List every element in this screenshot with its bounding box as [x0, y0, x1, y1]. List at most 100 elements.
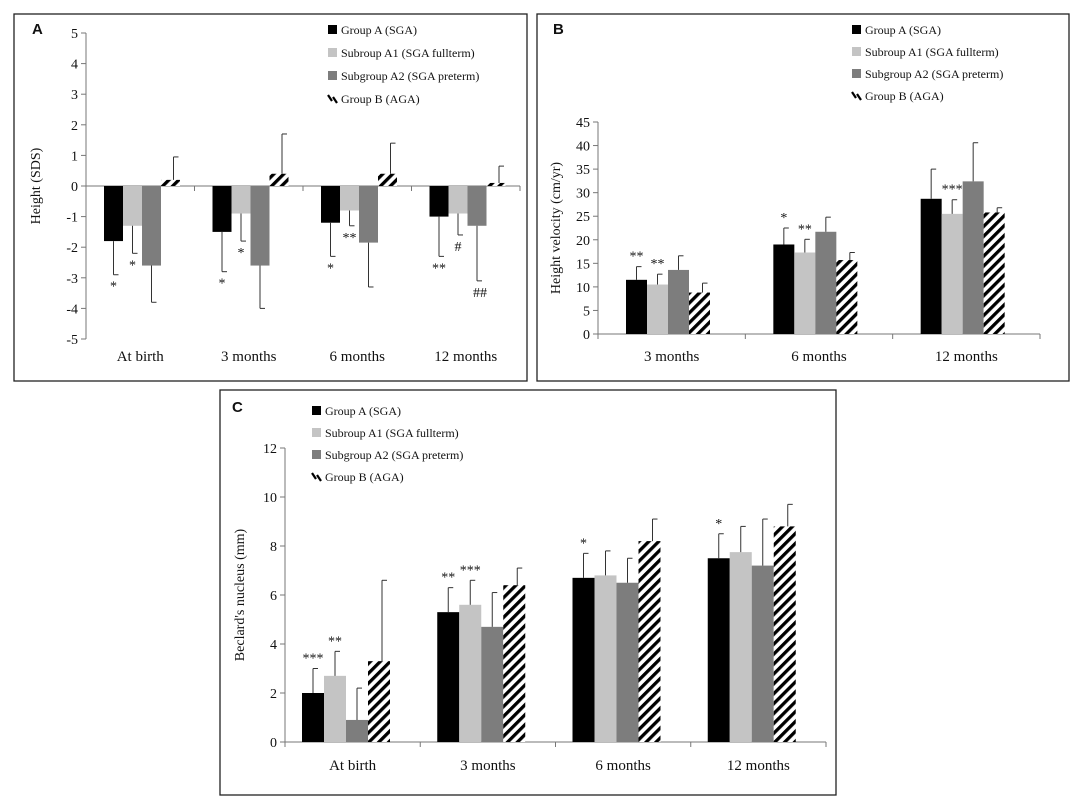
- panel-b-bar-a1-2: [941, 213, 963, 334]
- panel-a-bar-b-1: [269, 173, 289, 186]
- panel-a-annotation: **: [432, 261, 446, 276]
- panel-c-bar-a1-2: [594, 575, 617, 742]
- panel-b-bar-a-1: [773, 244, 795, 334]
- panel-b-bar-a-2: [920, 198, 942, 334]
- panel-a-bar-a1-3: [448, 186, 468, 214]
- panel-c-bar-a2-1: [481, 626, 504, 742]
- panel-b-bar-b-1: [836, 260, 858, 334]
- panel-b-y-tick-label: 35: [576, 163, 590, 178]
- panel-a-y-axis-label: Height (SDS): [29, 147, 44, 224]
- panel-c-legend-swatch-b: [311, 472, 317, 480]
- panel-c-legend-label-a2: Subgroup A2 (SGA preterm): [325, 448, 463, 462]
- panel-b-category-label: 6 months: [791, 349, 847, 365]
- panel-a-bar-b-0: [161, 179, 180, 186]
- panel-c-bar-a-2: [572, 577, 595, 742]
- panel-b-legend-swatch-a2: [852, 69, 861, 78]
- panel-c-legend-swatch-b-2: [316, 474, 322, 482]
- panel-a-y-tick-label: -5: [66, 333, 78, 348]
- panel-c-bar-b-0: [368, 661, 390, 742]
- panel-b-bar-a2-2: [962, 181, 984, 334]
- panel-a-y-tick-label: 0: [71, 180, 78, 195]
- panel-a-y-tick-label: 2: [71, 119, 78, 134]
- panel-c-legend-swatch-a1: [312, 428, 321, 437]
- panel-b-legend-swatch-a1: [852, 47, 861, 56]
- panel-c-category-label: At birth: [329, 758, 377, 774]
- panel-a-annotation: *: [238, 246, 245, 261]
- panel-a-annotation: *: [327, 261, 334, 276]
- panel-a-bar-b-2: [378, 173, 397, 186]
- panel-b: B 0 5 10 15 20 25 30 35 40 45 Height velocity (cm/…: [536, 13, 1070, 382]
- panel-a-bar-a2-0: [142, 186, 161, 266]
- panel-c-category-label: 3 months: [460, 758, 516, 774]
- panel-b-legend-label-a2: Subgroup A2 (SGA preterm): [865, 67, 1003, 81]
- panel-b-bar-a1-0: [647, 284, 668, 334]
- panel-b-bar-b-0: [689, 292, 710, 334]
- panel-c-bar-a-1: [437, 612, 460, 742]
- panel-a-bar-a-1: [212, 186, 232, 232]
- panel-a-annotation: ##: [473, 286, 487, 301]
- panel-c-y-tick-label: 8: [270, 540, 277, 555]
- panel-a-bar-b-3: [486, 182, 506, 186]
- panel-c-y-tick-label: 12: [263, 442, 277, 457]
- panel-a-bar-a1-1: [231, 186, 251, 214]
- panel-b-legend-label-a: Group A (SGA): [865, 23, 941, 37]
- panel-b-y-tick-label: 40: [576, 140, 590, 155]
- panel-b-bar-a1-1: [794, 252, 816, 334]
- panel-b-bar-b-2: [983, 212, 1005, 334]
- panel-c-bar-a-0: [302, 693, 324, 742]
- panel-b-annotation: **: [651, 257, 665, 272]
- panel-c-annotation: *: [715, 517, 722, 532]
- panel-a-annotation: #: [455, 240, 462, 255]
- panel-c-y-tick-label: 4: [270, 638, 277, 653]
- panel-a-legend-swatch-b-2: [332, 96, 338, 104]
- panel-b-bar-a-0: [626, 279, 647, 334]
- panel-b-legend-swatch-b-2: [856, 93, 862, 101]
- panel-c-bar-a2-3: [751, 565, 774, 742]
- panel-c-bar-b-3: [773, 526, 796, 742]
- panel-c-legend-swatch-a: [312, 406, 321, 415]
- panel-a-annotation: **: [343, 231, 357, 246]
- panel-a-letter: A: [32, 21, 43, 38]
- panel-b-category-label: 12 months: [935, 349, 998, 365]
- panel-c-annotation: **: [328, 634, 342, 649]
- panel-b-bar-a2-0: [668, 269, 689, 334]
- panel-c-bar-a2-2: [616, 582, 639, 742]
- panel-a-legend-swatch-a2: [328, 71, 337, 80]
- panel-b-bar-a2-1: [815, 231, 837, 334]
- panel-a-legend-label-a: Group A (SGA): [341, 23, 417, 37]
- panel-a-bar-a1-0: [123, 186, 142, 226]
- panel-b-annotation: **: [630, 250, 644, 265]
- panel-b-legend-swatch-a: [852, 25, 861, 34]
- panel-c-annotation: *: [580, 536, 587, 551]
- panel-b-y-tick-label: 45: [576, 116, 590, 131]
- panel-c-bar-a1-3: [729, 552, 752, 742]
- panel-c-annotation: ***: [460, 563, 481, 578]
- panel-a-y-tick-label: -1: [66, 211, 78, 226]
- panel-a-legend-label-a1: Subroup A1 (SGA fullterm): [341, 46, 475, 60]
- panel-b-y-tick-label: 10: [576, 281, 590, 296]
- panel-c-bar-a1-0: [324, 675, 346, 742]
- panel-a-legend-label-b: Group B (AGA): [341, 92, 420, 106]
- panel-a-bar-a-3: [429, 186, 449, 217]
- panel-b-y-tick-label: 20: [576, 234, 590, 249]
- panel-a-bar-a1-2: [340, 186, 359, 211]
- panel-c-annotation: ***: [303, 652, 324, 667]
- panel-c-bar-b-2: [638, 541, 661, 742]
- panel-a-category-label: 6 months: [330, 349, 386, 365]
- panel-a-bar-a-2: [321, 186, 340, 223]
- panel-c-annotation: **: [441, 571, 455, 586]
- panel-a-y-tick-label: 1: [71, 149, 78, 164]
- panel-c-legend-label-a1: Subroup A1 (SGA fullterm): [325, 426, 459, 440]
- panel-c-letter: C: [232, 399, 243, 416]
- panel-a-bar-a2-3: [467, 186, 487, 226]
- panel-b-y-tick-label: 15: [576, 257, 590, 272]
- panel-b-annotation: *: [780, 211, 787, 226]
- panel-a-y-tick-label: 3: [71, 88, 78, 103]
- panel-a-bar-a2-1: [250, 186, 270, 266]
- panel-c-category-label: 12 months: [727, 758, 790, 774]
- panel-c-legend-label-b: Group B (AGA): [325, 470, 404, 484]
